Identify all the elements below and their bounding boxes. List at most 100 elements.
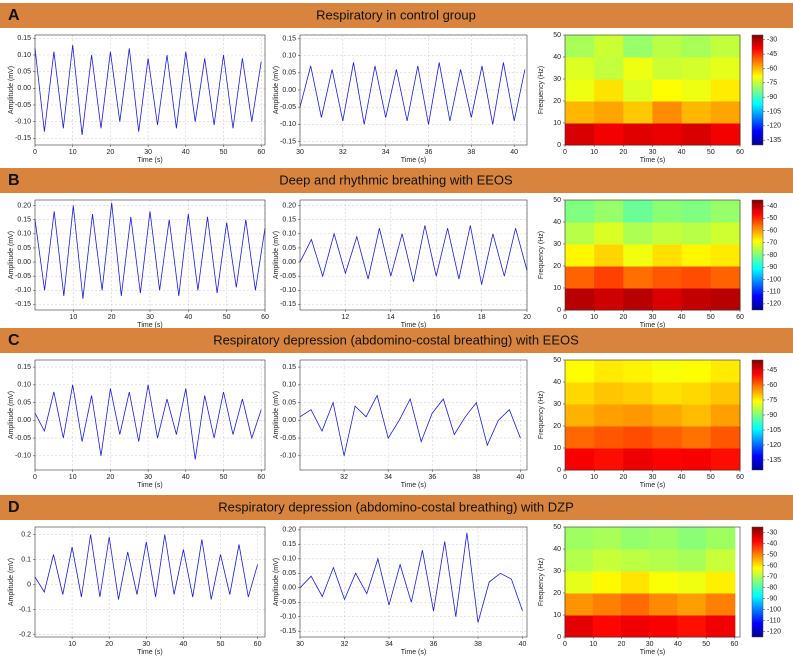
spectrogram-cell — [623, 382, 653, 405]
x-tick-label: 50 — [707, 149, 715, 156]
spectrogram-cell — [677, 593, 708, 616]
plot-frame — [564, 526, 741, 638]
x-axis-label: Time (s) — [401, 157, 426, 164]
x-tick-label: 32 — [339, 149, 347, 156]
colorbar-tick-label: -60 — [767, 382, 777, 389]
y-tick-label: 0.10 — [282, 556, 296, 563]
y-axis-label: Frequency (Hz) — [538, 231, 545, 279]
spectrogram-cell — [565, 382, 595, 405]
spectrogram-cell — [623, 101, 653, 124]
y-tick-label: 40 — [553, 54, 561, 61]
colorbar-tick-label: -90 — [767, 595, 777, 602]
spectrogram-cell — [594, 200, 624, 223]
colorbar-tick-label: -60 — [767, 227, 777, 234]
x-tick-label: 30 — [646, 641, 654, 648]
x-tick-label: 20 — [108, 314, 116, 321]
x-tick-label: 36 — [430, 641, 438, 648]
plot-frame — [34, 34, 266, 146]
colorbar-tick-label: -60 — [767, 65, 777, 72]
spectrogram-cell — [710, 360, 741, 383]
colorbar-tick-label: -120 — [767, 123, 781, 130]
colorbar-tick-label: -75 — [767, 80, 777, 87]
x-tick-label: 30 — [296, 149, 304, 156]
spectrogram-cell — [681, 35, 712, 58]
spectrogram-cell — [623, 266, 653, 289]
spectrogram-cell — [564, 527, 595, 550]
y-tick-label: -0.10 — [280, 121, 296, 128]
plot-frame — [34, 526, 266, 638]
x-tick-label: 10 — [69, 149, 77, 156]
plot-area — [35, 527, 265, 637]
y-tick-label: 10 — [553, 285, 561, 292]
x-tick-label: 34 — [384, 474, 392, 481]
spectrogram-cell — [705, 593, 736, 616]
spectrogram-cell — [677, 527, 708, 550]
spectrogram-cell — [710, 288, 741, 311]
x-tick-label: 38 — [472, 474, 480, 481]
spectrogram-cell — [652, 266, 683, 289]
colorbar-tick-label: -75 — [767, 397, 777, 404]
y-tick-label: 20 — [553, 263, 561, 270]
spectrogram-cell — [623, 200, 653, 223]
y-axis-label: Frequency (Hz) — [538, 558, 545, 606]
spectrogram-cell — [652, 57, 683, 80]
x-tick-label: 40 — [184, 314, 192, 321]
x-tick-label: 50 — [220, 149, 228, 156]
spectrogram-cell — [652, 244, 683, 267]
y-tick-label: -0.10 — [15, 453, 31, 460]
colorbar-tick-label: -120 — [767, 301, 781, 308]
spectrogram-cell — [623, 79, 653, 102]
x-tick-label: 60 — [736, 314, 744, 321]
spectrogram-cell — [705, 527, 736, 550]
y-tick-label: 0.10 — [282, 52, 296, 59]
panel-title: Respiratory depression (abdomino-costal … — [213, 332, 579, 347]
colorbar-tick-label: -70 — [767, 240, 777, 247]
spectrogram-cell — [652, 404, 683, 427]
y-tick-label: -0.05 — [280, 104, 296, 111]
spectrogram-cell — [565, 200, 595, 223]
spectrogram-cell — [592, 527, 623, 550]
x-axis-label: Time (s) — [640, 157, 665, 164]
colorbar-tick-label: -30 — [767, 529, 777, 536]
plot-area — [300, 527, 527, 637]
x-tick-label: 50 — [220, 474, 228, 481]
spectrogram-cell — [710, 244, 741, 267]
spectrogram-cell — [565, 360, 595, 383]
plot-frame — [299, 526, 528, 638]
spectrogram-cell — [652, 101, 683, 124]
spectrogram-cell — [652, 222, 683, 245]
spectrogram-cell — [710, 382, 741, 405]
spectrogram-cell — [592, 593, 623, 616]
spectrogram-cell — [681, 57, 712, 80]
spectrogram-cell — [710, 35, 741, 58]
x-axis-label: Time (s) — [640, 482, 665, 489]
y-axis-label: Amplitude (mV) — [273, 231, 280, 279]
spectrogram-cell — [710, 200, 741, 223]
y-tick-label: 0.00 — [17, 417, 31, 424]
x-tick-label: 30 — [146, 314, 154, 321]
x-tick-label: 20 — [619, 149, 627, 156]
x-tick-label: 40 — [678, 149, 686, 156]
y-tick-label: -0.2 — [19, 631, 31, 638]
spectrogram-cell — [623, 448, 653, 471]
spectrogram-cell — [565, 123, 595, 146]
spectrogram-cell — [681, 288, 712, 311]
spectrogram-cell — [710, 222, 741, 245]
colorbar-tick-label: -90 — [767, 412, 777, 419]
y-tick-label: 20 — [553, 423, 561, 430]
spectrogram-cell — [710, 266, 741, 289]
y-tick-label: -0.05 — [15, 102, 31, 109]
y-tick-label: 0.00 — [17, 85, 31, 92]
spectrogram-cell — [565, 244, 595, 267]
x-tick-label: 50 — [217, 641, 225, 648]
spectrogram-cell — [594, 404, 624, 427]
spectrogram-cell — [705, 571, 736, 594]
x-tick-label: 40 — [179, 641, 187, 648]
spectrogram-cell — [565, 448, 595, 471]
spectrogram-cell — [710, 57, 741, 80]
spectrogram-cell — [710, 448, 741, 471]
y-tick-label: 0.10 — [17, 52, 31, 59]
y-tick-label: 0.05 — [282, 570, 296, 577]
plot-area — [35, 35, 265, 145]
x-tick-label: 40 — [674, 641, 682, 648]
